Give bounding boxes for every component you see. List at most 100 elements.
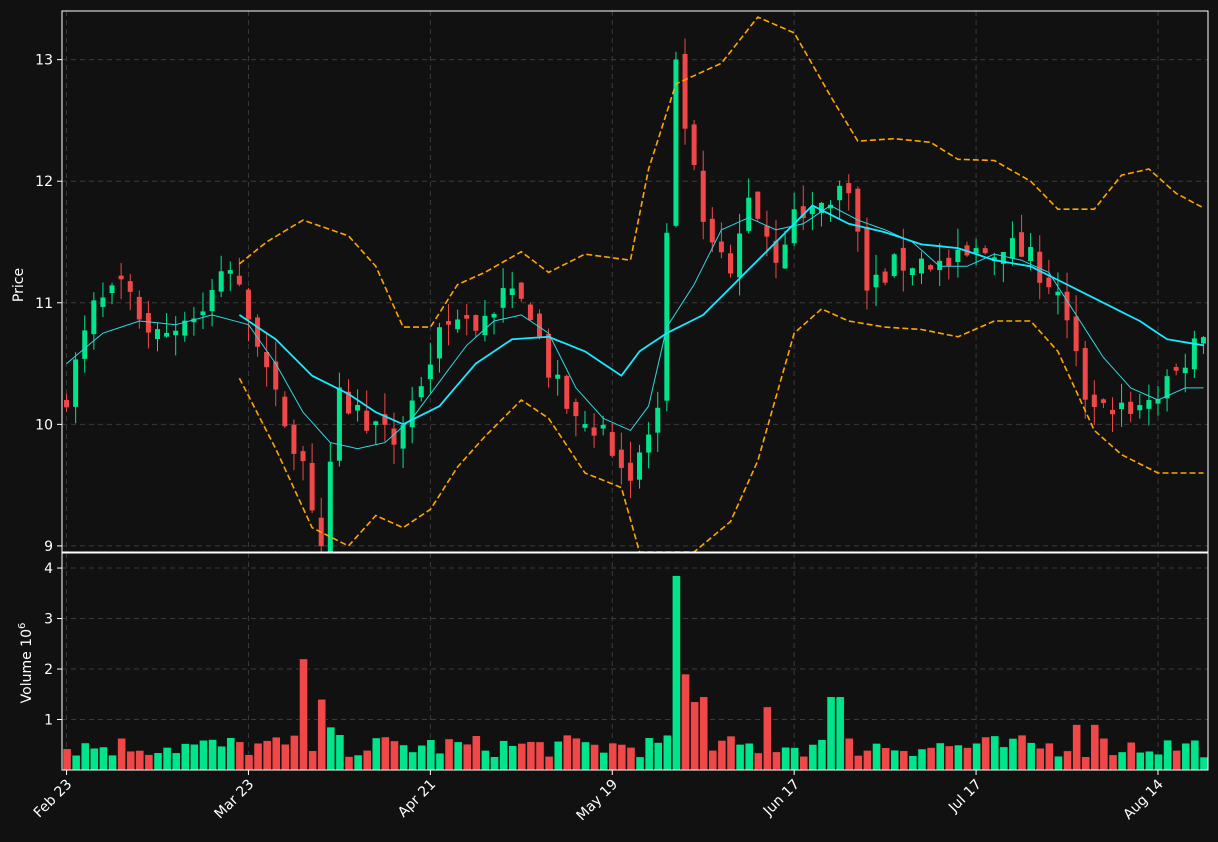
volume-bar xyxy=(262,740,272,771)
candle-body xyxy=(573,401,579,417)
candle-body xyxy=(637,452,643,480)
volume-bar xyxy=(790,747,799,771)
volume-bar xyxy=(390,740,399,771)
candle-body xyxy=(346,391,351,414)
candle-body xyxy=(555,374,561,379)
candle-body xyxy=(764,225,770,237)
candle-body xyxy=(1128,401,1134,414)
candle-body xyxy=(1137,405,1143,411)
candle-body xyxy=(1173,367,1179,371)
volume-bar xyxy=(872,743,881,771)
volume-bar xyxy=(772,751,781,771)
volume-bar xyxy=(890,749,900,771)
volume-bar xyxy=(281,743,290,771)
candle-body xyxy=(309,462,315,511)
candle-body xyxy=(864,226,870,291)
candle-body xyxy=(364,410,370,431)
candle-body xyxy=(73,359,79,407)
candle-body xyxy=(582,424,588,428)
volume-bar xyxy=(562,734,572,771)
bollinger-upper-line xyxy=(238,16,1204,328)
candle-body xyxy=(282,396,288,427)
volume-bar xyxy=(190,743,199,771)
volume-panel: 1 2 3 4 xyxy=(44,552,1209,771)
price-tick-label: 13 xyxy=(35,53,53,69)
candle-body xyxy=(291,424,297,454)
candle-body xyxy=(373,421,379,426)
volume-bar xyxy=(1145,750,1154,771)
volume-tick-label: 2 xyxy=(44,662,53,678)
volume-bar xyxy=(71,755,81,771)
candle-body xyxy=(537,313,542,337)
candle-body xyxy=(809,207,815,215)
candle-body xyxy=(191,318,197,323)
volume-bar xyxy=(1054,755,1063,771)
volume-bar xyxy=(726,735,736,771)
candle-body xyxy=(627,462,633,481)
price-panel: 9 10 11 12 13 xyxy=(35,10,1209,555)
volume-bar xyxy=(899,750,909,771)
candle-body xyxy=(1155,399,1161,404)
volume-bar xyxy=(1163,739,1172,771)
candle-body xyxy=(673,59,679,226)
volume-frame xyxy=(61,552,1209,771)
candle-body xyxy=(973,248,979,254)
volume-bar xyxy=(663,734,672,771)
candle-body xyxy=(609,432,615,456)
volume-bar xyxy=(99,746,108,771)
volume-bar xyxy=(617,744,627,771)
candle-body xyxy=(1164,376,1170,399)
volume-tick-label: 3 xyxy=(44,612,53,628)
volume-bar xyxy=(1181,742,1191,771)
candle-body xyxy=(564,375,570,409)
volume-bar xyxy=(1126,741,1136,771)
volume-bar xyxy=(1072,724,1081,771)
candle-body xyxy=(755,191,761,219)
candle-body xyxy=(446,321,452,325)
volume-bar xyxy=(635,756,645,771)
candle-body xyxy=(473,315,479,331)
volume-bar xyxy=(799,756,809,771)
candle-body xyxy=(155,329,160,340)
candle-body xyxy=(100,297,106,307)
volume-bar xyxy=(444,738,454,771)
volume-bar xyxy=(981,736,990,771)
volume-bar xyxy=(990,735,1000,771)
candle-body xyxy=(718,241,724,253)
volume-bar xyxy=(153,752,163,771)
candle-body xyxy=(236,275,242,285)
candle-body xyxy=(382,414,388,425)
volume-bar xyxy=(1172,750,1181,771)
candle-body xyxy=(518,282,524,299)
volume-bar xyxy=(344,756,354,771)
candle-body xyxy=(546,333,552,378)
price-tick-label: 9 xyxy=(44,539,53,555)
candle-body xyxy=(400,425,406,449)
candle-body xyxy=(1200,337,1206,344)
volume-bar xyxy=(944,745,954,771)
volume-bar xyxy=(371,737,381,771)
volume-bar xyxy=(80,742,90,771)
candle-body xyxy=(500,288,506,308)
volume-bar xyxy=(290,735,299,771)
volume-bar xyxy=(253,742,263,771)
volume-bar xyxy=(317,699,327,771)
candle-body xyxy=(1119,402,1125,410)
volume-bar xyxy=(963,747,972,771)
candle-body xyxy=(828,204,834,209)
volume-bar xyxy=(1008,738,1018,771)
candle-body xyxy=(1019,232,1025,257)
candle-body xyxy=(1064,291,1070,321)
volume-bar xyxy=(653,742,663,771)
volume-bar xyxy=(1199,756,1209,771)
volume-bar xyxy=(581,741,590,771)
candle-body xyxy=(646,434,652,453)
candle-body xyxy=(873,274,879,288)
volume-bar xyxy=(735,744,745,771)
candle-body xyxy=(664,232,670,401)
candle-body xyxy=(509,288,515,295)
volume-bar xyxy=(108,754,117,771)
candle-body xyxy=(64,399,70,408)
candle-body xyxy=(900,247,906,271)
candle-body xyxy=(455,319,461,330)
